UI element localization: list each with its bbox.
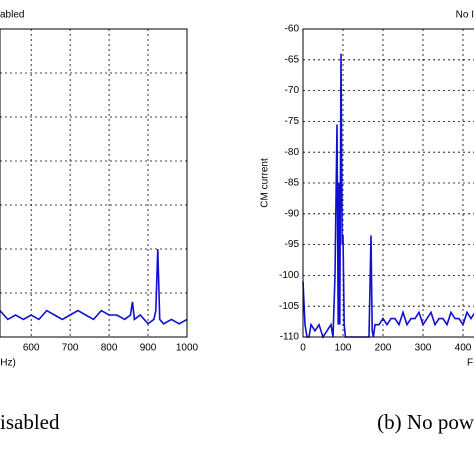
y-tick-label: -75 bbox=[285, 116, 300, 127]
x-tick-label: 400 bbox=[455, 343, 472, 354]
x-tick-label: 600 bbox=[23, 343, 40, 354]
y-tick-label: -90 bbox=[285, 208, 300, 219]
data-line bbox=[0, 248, 188, 325]
x-axis-label: F bbox=[467, 358, 473, 369]
x-tick-label: 1000 bbox=[176, 343, 199, 354]
x-tick-label: 900 bbox=[140, 343, 157, 354]
x-tick-label: 200 bbox=[375, 343, 392, 354]
x-axis-label: Hz) bbox=[0, 358, 16, 369]
y-tick-label: -95 bbox=[285, 239, 300, 250]
data-line bbox=[302, 53, 474, 339]
y-tick-label: -85 bbox=[285, 178, 300, 189]
plot-frame bbox=[0, 28, 188, 338]
x-tick-label: 300 bbox=[415, 343, 432, 354]
caption: isabled bbox=[0, 410, 60, 434]
x-tick-label: 700 bbox=[62, 343, 79, 354]
y-tick-label: -100 bbox=[279, 270, 299, 281]
y-tick-label: -65 bbox=[285, 54, 300, 65]
x-tick-label: 100 bbox=[335, 343, 352, 354]
x-tick-label: 800 bbox=[101, 343, 118, 354]
y-tick-label: -70 bbox=[285, 85, 300, 96]
y-tick-label: -80 bbox=[285, 147, 300, 158]
y-tick-label: -60 bbox=[285, 24, 300, 35]
caption: (b) No pow bbox=[377, 410, 474, 434]
y-tick-label: -105 bbox=[279, 301, 299, 312]
chart-title: abled bbox=[0, 10, 24, 21]
x-tick-label: 0 bbox=[300, 343, 306, 354]
plot-frame bbox=[302, 28, 474, 338]
chart-title: No I bbox=[456, 10, 474, 21]
y-tick-label: -110 bbox=[280, 332, 300, 343]
y-axis-label: CM current bbox=[260, 158, 271, 208]
